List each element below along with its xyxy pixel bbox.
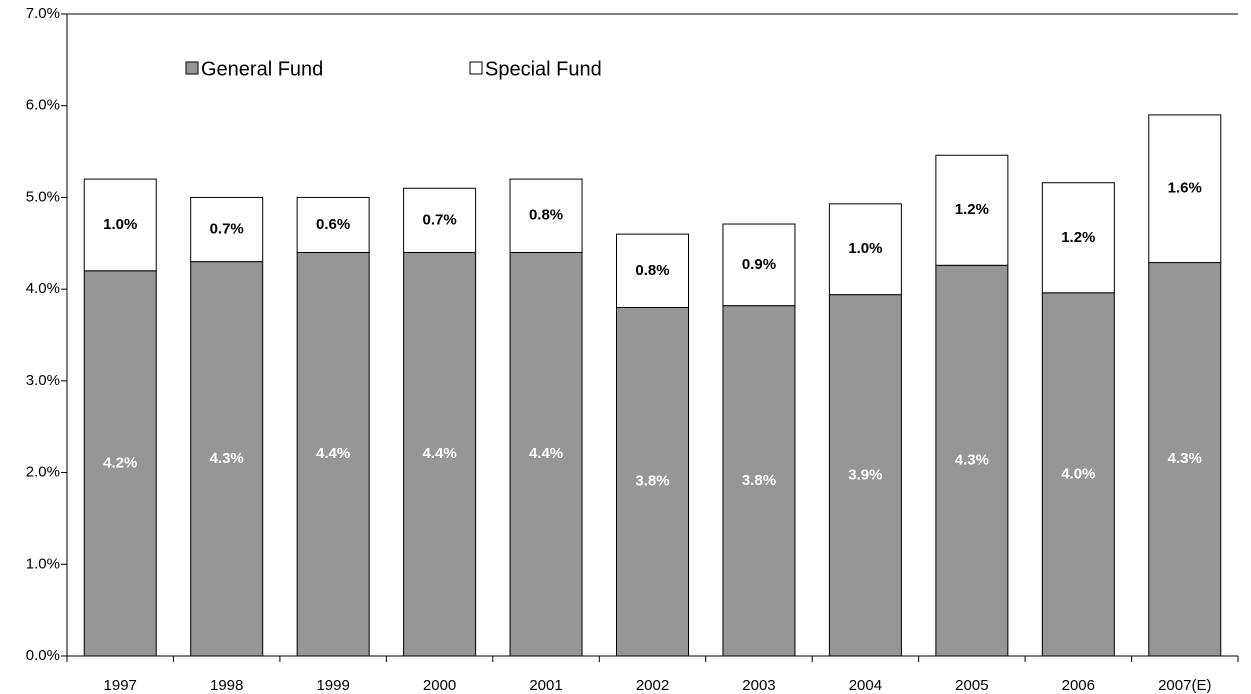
legend-label: General Fund bbox=[201, 58, 323, 80]
x-tick-label: 2007(E) bbox=[1158, 677, 1211, 694]
x-tick-label: 2002 bbox=[636, 677, 669, 694]
legend-swatch bbox=[469, 61, 483, 75]
y-tick-label: 1.0% bbox=[26, 555, 60, 572]
x-tick-label: 2003 bbox=[742, 677, 775, 694]
y-tick-label: 3.0% bbox=[26, 372, 60, 389]
data-label: 4.4% bbox=[316, 445, 350, 462]
y-tick-label: 4.0% bbox=[26, 280, 60, 297]
data-label: 4.3% bbox=[210, 450, 244, 467]
data-label: 4.3% bbox=[1168, 450, 1202, 467]
y-tick-label: 7.0% bbox=[26, 5, 60, 22]
data-label: 4.4% bbox=[529, 445, 563, 462]
x-tick-label: 2004 bbox=[849, 677, 882, 694]
bar-segment bbox=[1148, 262, 1222, 657]
legend-swatch bbox=[185, 61, 199, 75]
data-label: 0.7% bbox=[422, 211, 456, 228]
bar-segment bbox=[296, 251, 370, 657]
x-tick-label: 2001 bbox=[529, 677, 562, 694]
x-tick-label: 1999 bbox=[316, 677, 349, 694]
bar-segment bbox=[403, 251, 477, 657]
data-label: 0.9% bbox=[742, 256, 776, 273]
data-label: 0.6% bbox=[316, 216, 350, 233]
bar-segment bbox=[1041, 292, 1115, 657]
data-label: 1.0% bbox=[848, 240, 882, 257]
bar-segment bbox=[935, 154, 1009, 266]
data-label: 1.6% bbox=[1168, 180, 1202, 197]
bar-segment bbox=[616, 233, 689, 308]
x-tick-label: 1998 bbox=[210, 677, 243, 694]
data-label: 4.4% bbox=[422, 445, 456, 462]
data-label: 1.2% bbox=[955, 201, 989, 218]
data-label: 3.8% bbox=[742, 472, 776, 489]
x-tick-label: 1997 bbox=[104, 677, 137, 694]
data-label: 0.7% bbox=[210, 220, 244, 237]
bar-segment bbox=[83, 270, 157, 657]
bar-segment bbox=[935, 264, 1009, 657]
bar-segment bbox=[1148, 114, 1222, 264]
bar-segment bbox=[83, 178, 157, 272]
bar-segment bbox=[509, 178, 583, 253]
legend-label: Special Fund bbox=[485, 58, 602, 80]
y-tick-label: 5.0% bbox=[26, 188, 60, 205]
data-label: 1.0% bbox=[103, 216, 137, 233]
bar-segment bbox=[403, 187, 477, 253]
bar-segment bbox=[828, 203, 902, 296]
data-label: 1.2% bbox=[1061, 229, 1095, 246]
data-label: 0.8% bbox=[635, 262, 669, 279]
data-label: 0.8% bbox=[529, 207, 563, 224]
y-tick-label: 6.0% bbox=[26, 97, 60, 114]
bar-segment bbox=[296, 196, 370, 253]
bar-segment bbox=[722, 223, 796, 307]
data-label: 4.2% bbox=[103, 454, 137, 471]
bar-segment bbox=[828, 294, 902, 657]
y-tick-label: 0.0% bbox=[26, 647, 60, 664]
bar-segment bbox=[1041, 182, 1115, 294]
y-tick-label: 2.0% bbox=[26, 464, 60, 481]
data-label: 4.3% bbox=[955, 452, 989, 469]
bar-segment bbox=[190, 196, 264, 263]
x-tick-label: 2000 bbox=[423, 677, 456, 694]
data-label: 3.9% bbox=[848, 466, 882, 483]
data-label: 4.0% bbox=[1061, 465, 1095, 482]
x-tick-label: 2005 bbox=[955, 677, 988, 694]
x-tick-label: 2006 bbox=[1062, 677, 1095, 694]
data-label: 3.8% bbox=[635, 473, 669, 490]
